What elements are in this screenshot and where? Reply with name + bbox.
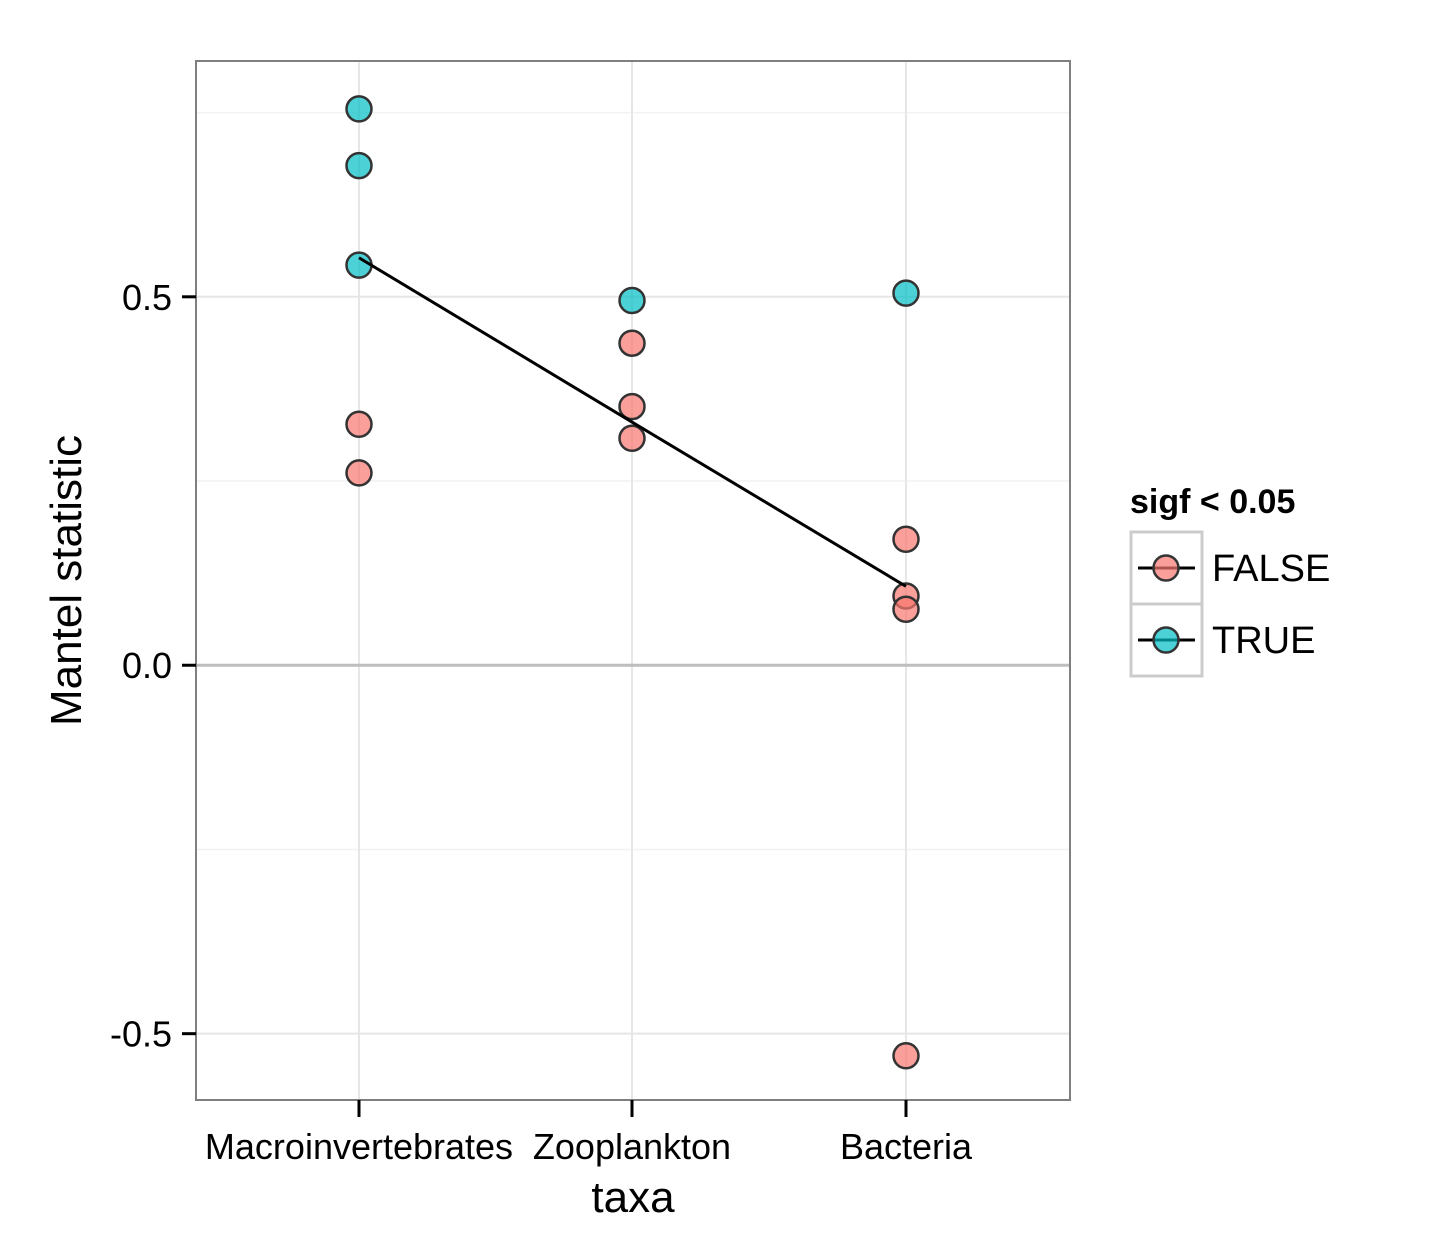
data-point: [618, 329, 646, 357]
x-axis-title: taxa: [591, 1173, 675, 1222]
data-point: [345, 95, 373, 123]
legend-key-point: [1152, 626, 1180, 654]
legend-title: sigf < 0.05: [1130, 483, 1295, 521]
y-axis-title: Mantel statistic: [42, 435, 91, 726]
data-point: [345, 251, 373, 279]
trend-line: [358, 256, 907, 588]
y-tick-label: 0.5: [122, 277, 172, 318]
legend: sigf < 0.05 FALSE TRUE: [1129, 483, 1330, 678]
data-point: [892, 1042, 920, 1070]
data-points: [345, 95, 920, 1070]
y-tick-label: 0.0: [122, 645, 172, 686]
y-tick-label: -0.5: [110, 1014, 172, 1055]
trend-line-group: [358, 256, 907, 588]
data-point: [618, 392, 646, 421]
data-point: [618, 424, 646, 453]
data-point: [892, 595, 920, 623]
data-point: [345, 151, 373, 180]
data-point: [345, 410, 373, 439]
legend-label: TRUE: [1212, 620, 1315, 662]
data-point: [345, 459, 373, 487]
axes: 0.5 0.0 -0.5 Macroinvertebrates Zooplankton B…: [110, 277, 973, 1167]
legend-key-point: [1152, 554, 1180, 582]
grid-lines: [196, 61, 1070, 1100]
x-tick-label: Zooplankton: [533, 1126, 731, 1167]
data-point: [892, 279, 920, 307]
data-point: [618, 286, 646, 315]
legend-label: FALSE: [1212, 548, 1330, 590]
data-point: [892, 525, 920, 553]
x-tick-label: Macroinvertebrates: [205, 1126, 513, 1167]
x-tick-label: Bacteria: [840, 1126, 973, 1167]
